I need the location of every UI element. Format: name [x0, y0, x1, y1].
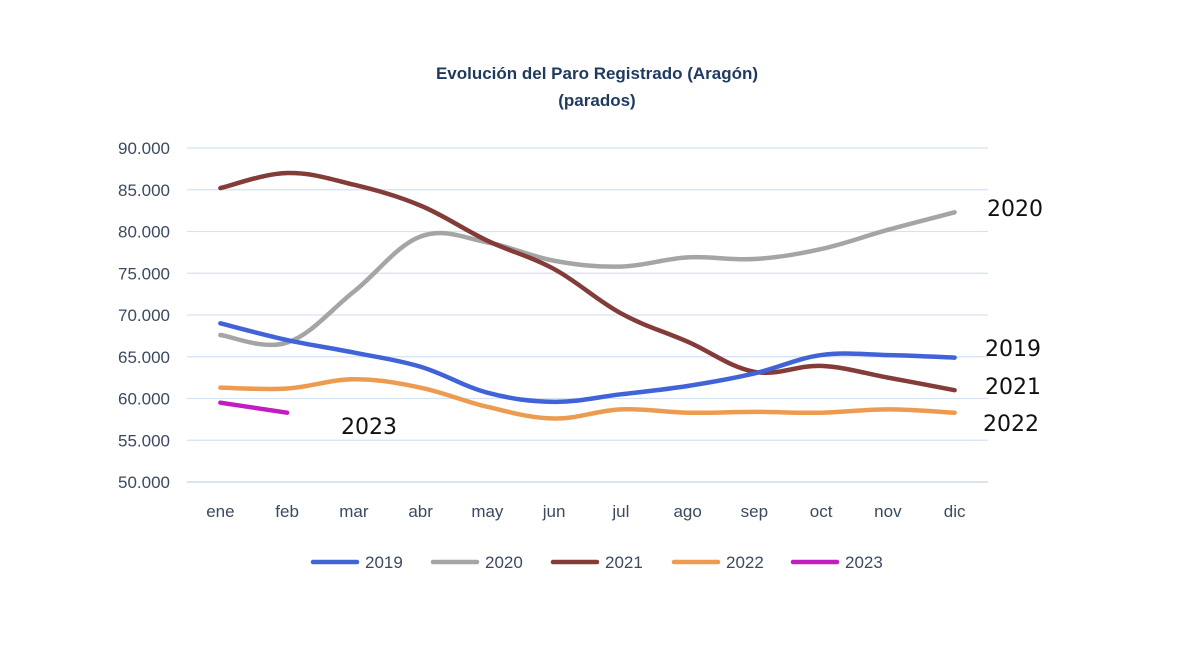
- chart-subtitle: (parados): [558, 91, 635, 110]
- series-line-2023: [218, 400, 290, 415]
- y-axis: 50.000 55.000 60.000 65.000 70.000 75.000 80.0…: [118, 139, 170, 492]
- legend-label-2020: 2020: [485, 553, 523, 572]
- y-tick-label: 65.000: [118, 348, 170, 367]
- series-end-labels: 2019 2020 2021 2022 2023: [341, 197, 1043, 440]
- x-tick-label: feb: [275, 502, 299, 521]
- legend: 2019 2020 2021 2022 2023: [310, 553, 883, 572]
- x-axis: ene feb mar abr may jun jul ago sep oct nov dic: [206, 502, 966, 521]
- legend-label-2019: 2019: [365, 553, 403, 572]
- series-lines: [218, 170, 957, 421]
- end-label-2021: 2021: [985, 375, 1041, 400]
- series-line-2019: [218, 321, 957, 405]
- end-label-2023: 2023: [341, 415, 397, 440]
- y-tick-label: 50.000: [118, 473, 170, 492]
- legend-label-2022: 2022: [726, 553, 764, 572]
- y-tick-label: 90.000: [118, 139, 170, 158]
- y-tick-label: 60.000: [118, 390, 170, 409]
- chart-title: Evolución del Paro Registrado (Aragón): [436, 64, 758, 83]
- x-tick-label: abr: [408, 502, 433, 521]
- end-label-2020: 2020: [987, 197, 1043, 222]
- end-label-2019: 2019: [985, 337, 1041, 362]
- legend-label-2021: 2021: [605, 553, 643, 572]
- x-tick-label: ago: [673, 502, 701, 521]
- x-tick-label: oct: [810, 502, 833, 521]
- x-tick-label: sep: [741, 502, 768, 521]
- y-tick-label: 75.000: [118, 264, 170, 283]
- x-tick-label: may: [471, 502, 504, 521]
- x-tick-label: jul: [611, 502, 629, 521]
- series-line-2022: [218, 377, 957, 421]
- y-tick-label: 85.000: [118, 181, 170, 200]
- x-tick-label: nov: [874, 502, 902, 521]
- y-tick-label: 70.000: [118, 306, 170, 325]
- end-label-2022: 2022: [983, 412, 1039, 437]
- series-line-2020: [218, 210, 957, 348]
- y-tick-label: 80.000: [118, 223, 170, 242]
- x-tick-label: dic: [944, 502, 966, 521]
- legend-label-2023: 2023: [845, 553, 883, 572]
- y-tick-label: 55.000: [118, 431, 170, 450]
- gridlines: [187, 147, 988, 483]
- x-tick-label: ene: [206, 502, 234, 521]
- x-tick-label: jun: [542, 502, 566, 521]
- series-line-2021: [218, 170, 957, 393]
- x-tick-label: mar: [339, 502, 369, 521]
